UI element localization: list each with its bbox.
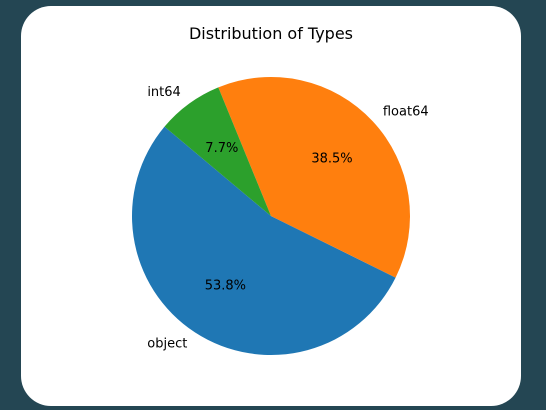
- pct-label-float64: 38.5%: [311, 152, 352, 167]
- slice-label-float64: float64: [383, 104, 429, 119]
- pct-label-int64: 7.7%: [205, 141, 238, 156]
- chart-card: Distribution of Types 53.8% object 38.5% fl…: [21, 6, 521, 406]
- slice-label-int64: int64: [147, 85, 181, 100]
- pie-slice-object: [132, 126, 396, 355]
- chart-title: Distribution of Types: [188, 24, 354, 43]
- pie-chart: 53.8% object 38.5% float64 7.7% int64: [132, 77, 429, 355]
- slice-label-object: object: [147, 336, 187, 351]
- pie-slice-float64: [218, 77, 411, 278]
- pie-slice-int64: [164, 87, 271, 217]
- pct-label-object: 53.8%: [205, 278, 246, 293]
